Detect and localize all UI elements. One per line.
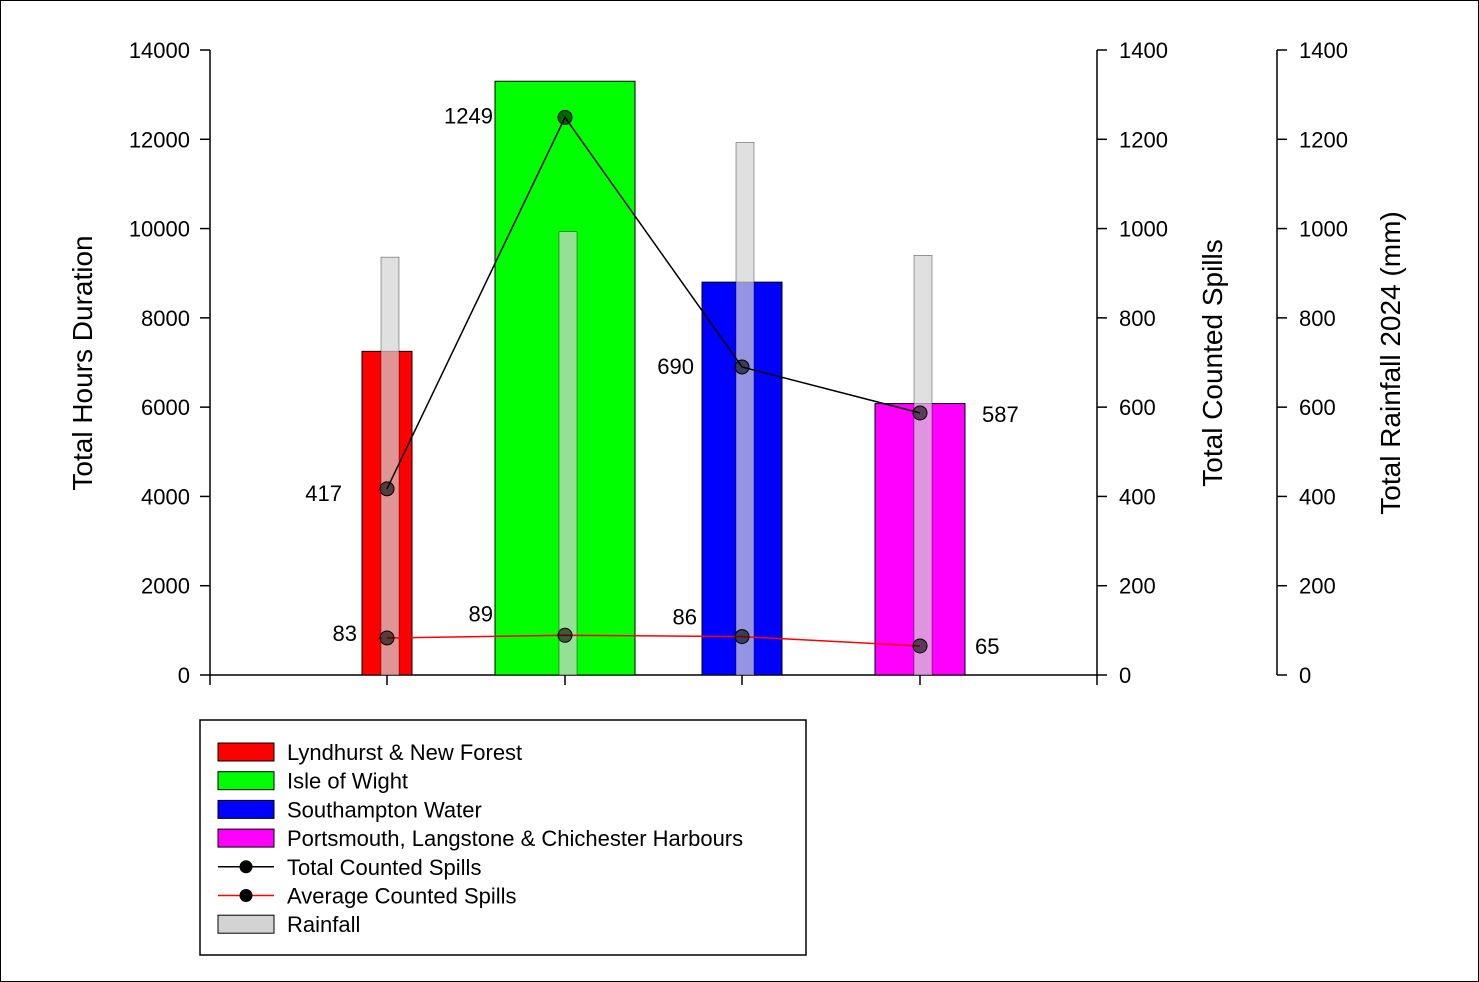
average-spills-point xyxy=(912,638,928,654)
rainfall-axis-tick-label: 1400 xyxy=(1299,38,1348,63)
legend-swatch xyxy=(217,914,275,934)
rainfall-bars xyxy=(380,142,933,676)
right-axis-tick-label: 1400 xyxy=(1119,38,1168,63)
axes: 0200040006000800010000120001400002004006… xyxy=(129,38,1348,688)
left-axis-tick-label: 14000 xyxy=(129,38,190,63)
legend-swatch xyxy=(217,742,275,762)
total-spills-label: 1249 xyxy=(444,103,493,128)
rainfall-bar xyxy=(558,231,578,676)
right-axis-tick-label: 0 xyxy=(1119,663,1131,688)
rainfall-axis-tick-label: 600 xyxy=(1299,395,1336,420)
right-axis-tick-label: 400 xyxy=(1119,484,1156,509)
total-spills-line xyxy=(386,115,921,490)
right-axis-title: Total Counted Spills xyxy=(1197,239,1228,486)
rainfall-axis-tick-label: 400 xyxy=(1299,484,1336,509)
right-axis-tick-label: 1200 xyxy=(1119,127,1168,152)
left-axis-tick-label: 12000 xyxy=(129,127,190,152)
total-spills-point xyxy=(557,109,573,125)
average-spills-point xyxy=(379,630,395,646)
rainfall-axis-tick-label: 1200 xyxy=(1299,127,1348,152)
spill-lines xyxy=(379,109,928,654)
legend-marker xyxy=(239,889,253,902)
legend-label: Rainfall xyxy=(287,912,360,937)
rainfall-bar xyxy=(735,142,755,676)
average-spills-label: 65 xyxy=(975,634,999,659)
average-spills-label: 86 xyxy=(673,605,697,630)
average-spills-line xyxy=(386,634,921,647)
data-labels: 417 1249 690 587 83 89 86 65 xyxy=(305,103,1018,659)
legend-label: Portsmouth, Langstone & Chichester Harbo… xyxy=(287,826,743,851)
legend-label: Southampton Water xyxy=(287,797,482,822)
legend-box xyxy=(199,719,807,956)
right-axis-tick-label: 1000 xyxy=(1119,217,1168,242)
left-axis-tick-label: 8000 xyxy=(141,306,190,331)
left-axis-tick-label: 10000 xyxy=(129,217,190,242)
average-spills-point xyxy=(557,627,573,643)
right-axis-tick-label: 800 xyxy=(1119,306,1156,331)
right-axis-tick-label: 200 xyxy=(1119,574,1156,599)
legend-swatch xyxy=(217,828,275,848)
left-axis-title: Total Hours Duration xyxy=(67,235,98,490)
legend-label: Lyndhurst & New Forest xyxy=(287,740,522,765)
average-spills-label: 89 xyxy=(469,601,493,626)
left-axis-tick-label: 2000 xyxy=(141,574,190,599)
rainfall-bar xyxy=(913,255,933,676)
rainfall-axis-tick-label: 800 xyxy=(1299,306,1336,331)
left-axis-tick-label: 0 xyxy=(178,663,190,688)
rainfall-axis-tick-label: 0 xyxy=(1299,663,1311,688)
legend: Lyndhurst & New Forest Isle of Wight South… xyxy=(199,719,807,956)
legend-label: Isle of Wight xyxy=(287,769,408,794)
legend-marker xyxy=(239,860,253,874)
legend-swatch xyxy=(217,771,275,791)
total-spills-label: 690 xyxy=(657,354,694,379)
legend-label: Average Counted Spills xyxy=(287,884,517,909)
left-axis-tick-label: 6000 xyxy=(141,395,190,420)
total-spills-point xyxy=(379,481,395,497)
rainfall-bar xyxy=(380,256,400,676)
total-spills-point xyxy=(912,405,928,421)
total-spills-label: 587 xyxy=(982,402,1019,427)
rainfall-axis-tick-label: 200 xyxy=(1299,574,1336,599)
left-axis-tick-label: 4000 xyxy=(141,484,190,509)
average-spills-point xyxy=(734,629,750,645)
rainfall-axis-title: Total Rainfall 2024 (mm) xyxy=(1375,211,1406,514)
rainfall-axis-tick-label: 1000 xyxy=(1299,217,1348,242)
legend-label: Total Counted Spills xyxy=(287,855,481,880)
right-axis-tick-label: 600 xyxy=(1119,395,1156,420)
total-spills-label: 417 xyxy=(305,481,342,506)
total-spills-point xyxy=(734,359,750,375)
legend-swatch xyxy=(217,799,275,819)
average-spills-label: 83 xyxy=(333,621,357,646)
